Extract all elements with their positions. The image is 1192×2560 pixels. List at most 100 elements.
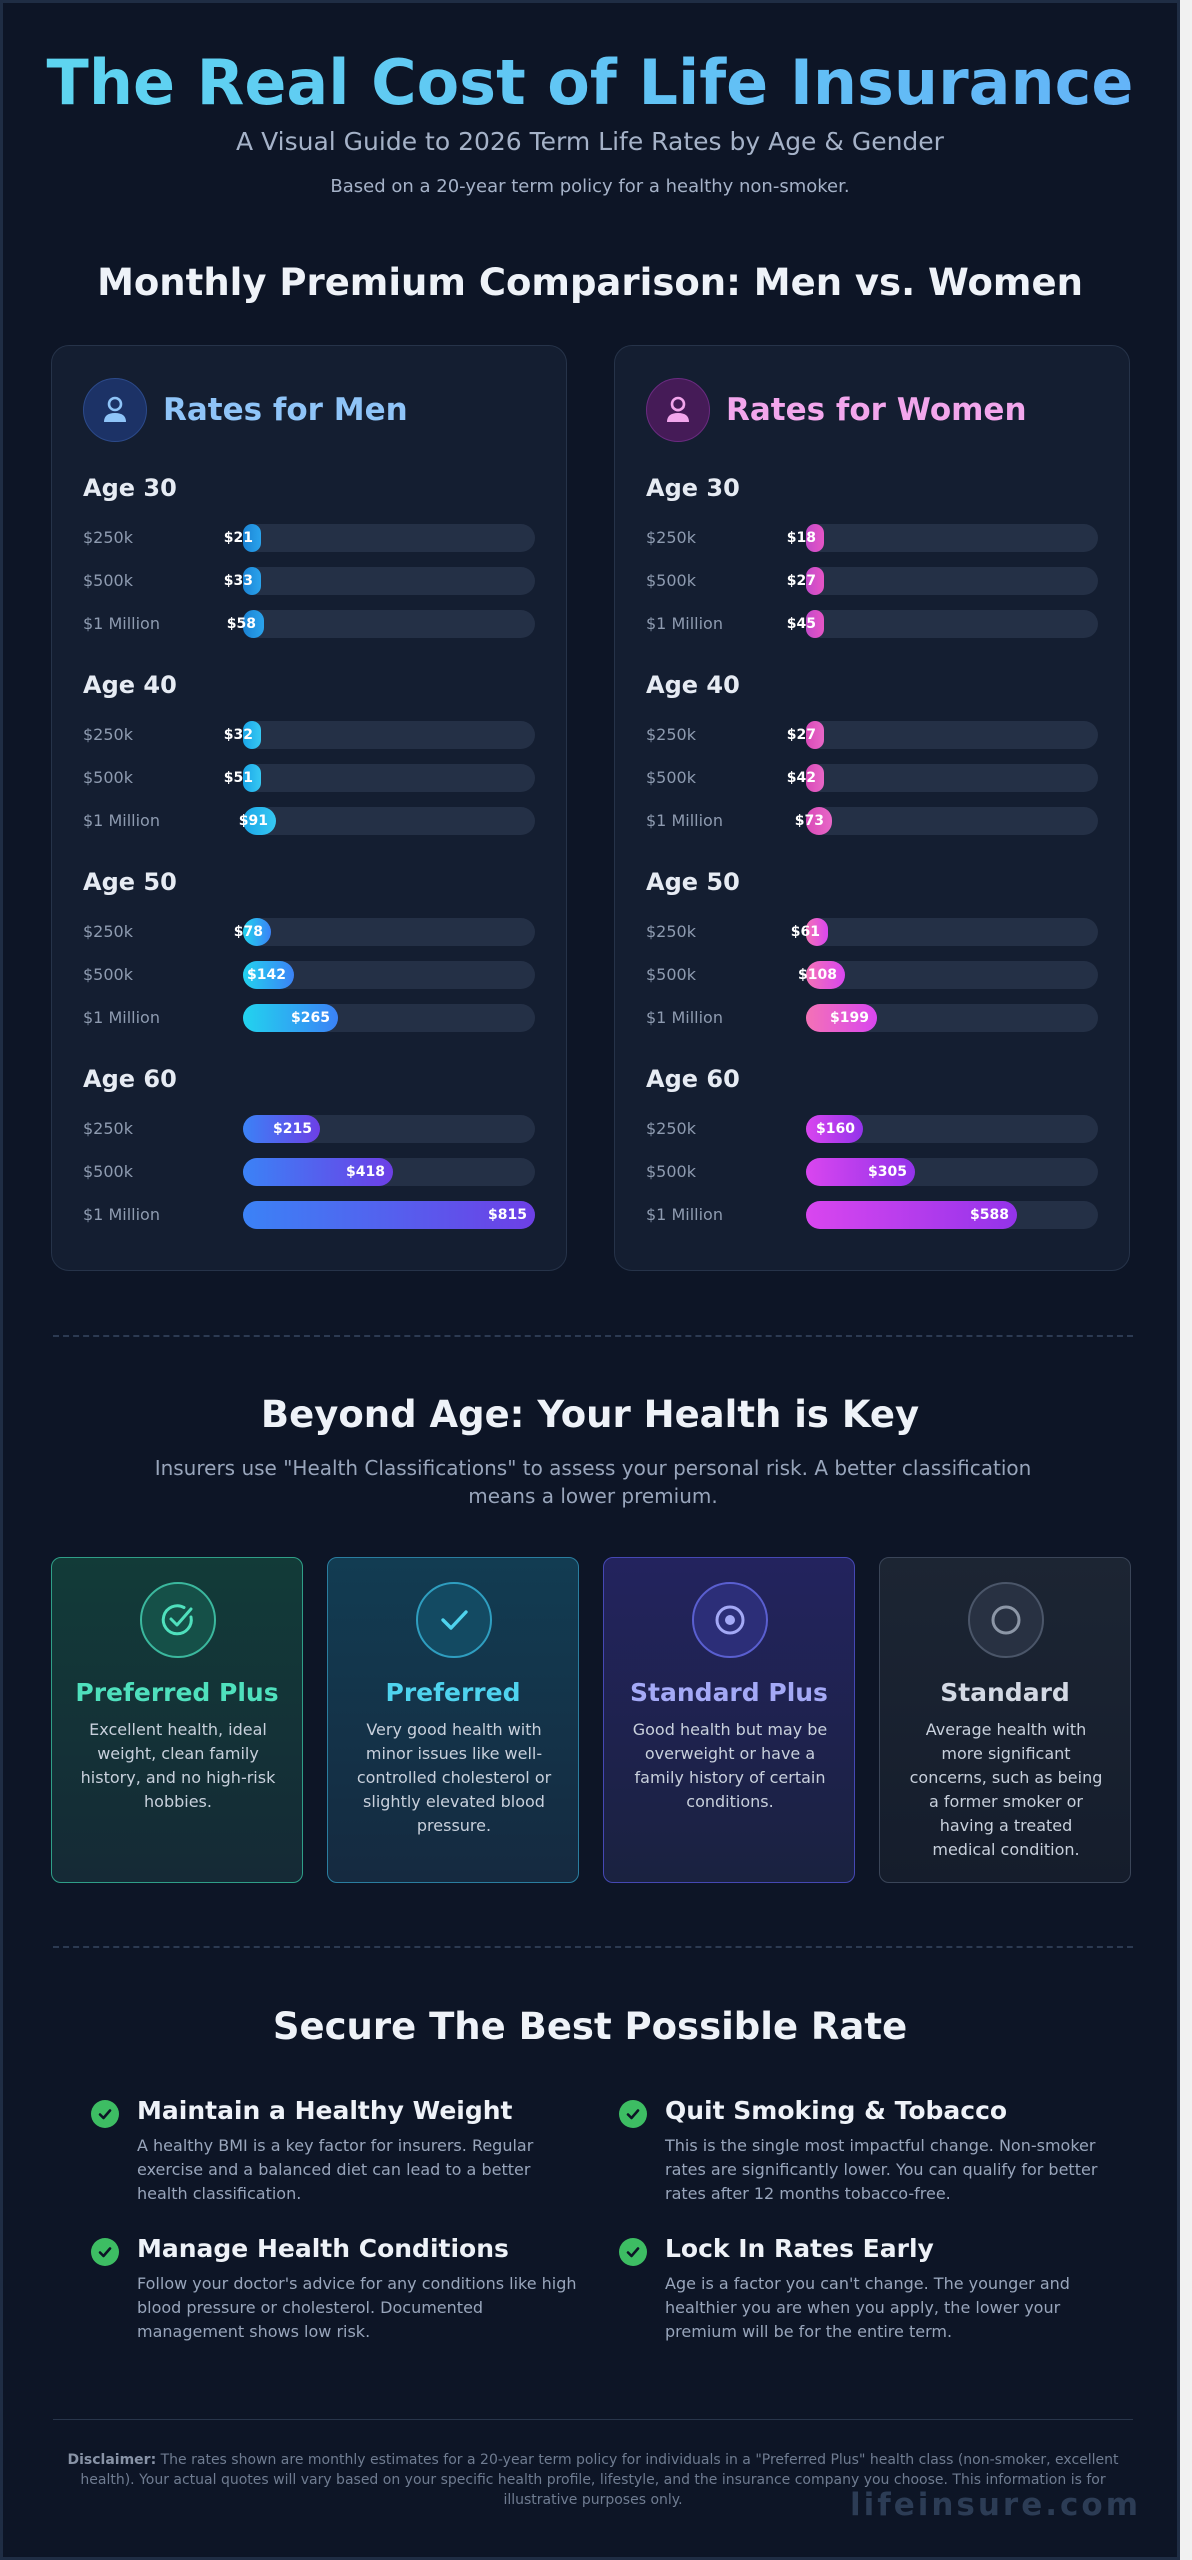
rate-bar-track: $91 [239,807,535,835]
rate-bar-track: $265 [243,1004,535,1032]
rate-bar: $142 [243,961,294,989]
age-group-heading: Age 60 [646,1065,740,1093]
tip-title: Lock In Rates Early [665,2234,934,2263]
rate-bar-track: $73 [795,807,1098,835]
check-icon [416,1582,492,1658]
class-title: Standard [940,1678,1070,1707]
rate-bar-track: $160 [806,1115,1098,1143]
rate-bar: $108 [798,961,845,989]
class-card-preferred: Preferred Very good health with minor is… [327,1557,579,1883]
class-description: Good health but may be overweight or hav… [632,1720,828,1811]
rate-bar-track: $45 [787,610,1098,638]
class-description: Very good health with minor issues like … [356,1720,552,1835]
coverage-label: $250k [646,922,696,941]
rate-bar-value: $815 [488,1207,527,1223]
age-group-heading: Age 60 [83,1065,177,1093]
class-card-preferred-plus: Preferred Plus Excellent health, ideal w… [51,1557,303,1883]
rate-bar-track: $142 [243,961,535,989]
coverage-label: $500k [83,965,133,984]
coverage-label: $250k [646,528,696,547]
rate-bar-value: $27 [786,727,816,743]
rate-bar-value: $51 [223,770,253,786]
age-group-heading: Age 40 [646,671,740,699]
men-panel-title: Rates for Men [163,392,408,428]
rate-bar: $42 [787,764,824,792]
rate-bar-track: $42 [787,764,1098,792]
rate-bar-track: $27 [787,721,1098,749]
health-title: Beyond Age: Your Health is Key [260,1393,920,1436]
tip-text: This is the single most impactful change… [665,2136,1098,2203]
rate-bar-value: $61 [790,924,820,940]
rate-bar-value: $305 [868,1164,907,1180]
rate-bar-value: $21 [223,530,253,546]
tips-title: Secure The Best Possible Rate [272,2005,908,2048]
health-description: Insurers use "Health Classifications" to… [154,1456,1032,1508]
rate-bar-track: $199 [806,1004,1098,1032]
rate-bar-value: $160 [816,1121,855,1137]
tip-title: Maintain a Healthy Weight [137,2096,513,2125]
coverage-label: $250k [646,1119,696,1138]
class-card-standard: Standard Average health with more signif… [879,1557,1131,1883]
coverage-label: $1 Million [646,1008,723,1027]
tip-title: Quit Smoking & Tobacco [665,2096,1008,2125]
site-watermark: lifeinsure.com [849,2487,1141,2523]
coverage-label: $1 Million [83,1205,160,1224]
rate-bar: $78 [234,918,271,946]
rate-bar-value: $27 [786,573,816,589]
rate-bar-track: $51 [224,764,535,792]
coverage-label: $250k [83,1119,133,1138]
rate-bar: $58 [227,610,264,638]
rate-bar-track: $215 [243,1115,535,1143]
class-description: Excellent health, ideal weight, clean fa… [80,1720,276,1811]
check-badge-icon [619,2238,647,2266]
rate-bar-track: $61 [791,918,1098,946]
rate-bar: $160 [806,1115,863,1143]
comparison-title: Monthly Premium Comparison: Men vs. Wome… [97,261,1083,304]
rate-bar-track: $108 [798,961,1098,989]
rate-bar-value: $73 [794,813,824,829]
coverage-label: $500k [646,571,696,590]
rate-bar: $18 [787,524,824,552]
policy-note: Based on a 20-year term policy for a hea… [330,176,850,197]
rate-bar-value: $199 [830,1010,869,1026]
coverage-label: $500k [83,571,133,590]
class-card-standard-plus: Standard Plus Good health but may be ove… [603,1557,855,1883]
rate-bar: $32 [224,721,261,749]
rate-bar: $588 [806,1201,1017,1229]
tip-title: Manage Health Conditions [137,2234,509,2263]
coverage-label: $500k [83,1162,133,1181]
class-description: Average health with more significant con… [909,1720,1103,1859]
age-group-heading: Age 30 [646,474,740,502]
rate-bar-value: $108 [798,967,837,983]
coverage-label: $1 Million [83,811,160,830]
coverage-label: $500k [646,1162,696,1181]
rate-bar-value: $58 [226,616,256,632]
rate-bar-track: $18 [787,524,1098,552]
tip-text: Age is a factor you can't change. The yo… [665,2274,1070,2341]
disclaimer-label: Disclaimer: [67,2452,157,2468]
rate-bar: $265 [243,1004,338,1032]
coverage-label: $500k [646,768,696,787]
coverage-label: $500k [646,965,696,984]
men-panel-header: Rates for Men [83,378,408,442]
rate-bar-value: $45 [786,616,816,632]
rate-bar-value: $78 [233,924,263,940]
rate-bar-value: $32 [223,727,253,743]
rate-bar-track: $815 [243,1201,535,1229]
rate-bar-track: $33 [224,567,535,595]
rate-bar-track: $305 [806,1158,1098,1186]
coverage-label: $500k [83,768,133,787]
check-circle-icon [140,1582,216,1658]
coverage-label: $250k [646,725,696,744]
men-rates-panel: Rates for Men Age 30 $250k $21 $500k $33 $1 M… [51,345,567,1271]
rate-bar-value: $588 [970,1207,1009,1223]
class-title: Preferred Plus [75,1678,279,1707]
age-group-heading: Age 30 [83,474,177,502]
dot-circle-icon [692,1582,768,1658]
rate-bar-value: $33 [223,573,253,589]
class-title: Standard Plus [630,1678,828,1707]
rate-bar: $815 [243,1201,535,1229]
rate-bar: $73 [795,807,832,835]
rate-bar: $33 [224,567,261,595]
